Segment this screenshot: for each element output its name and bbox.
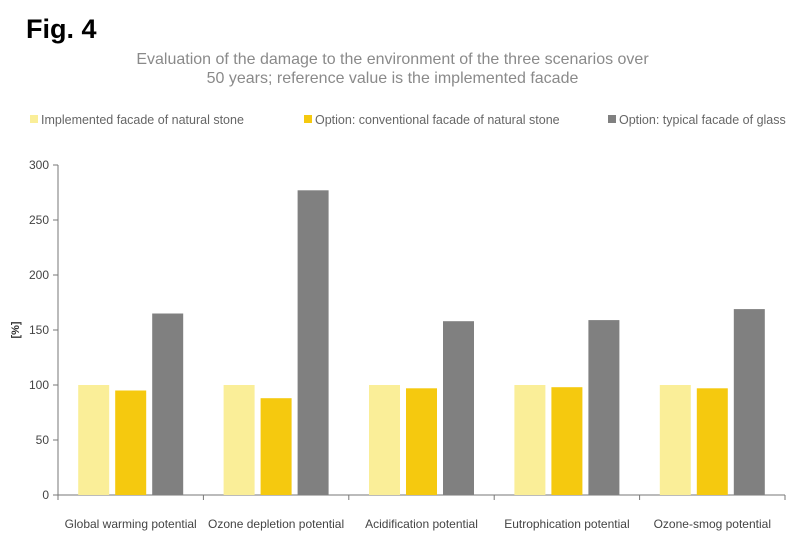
bar-3-3 bbox=[443, 321, 474, 495]
x-category-label: Ozone-smog potential bbox=[654, 517, 771, 531]
bar-3-5 bbox=[733, 309, 765, 495]
bar-2-5 bbox=[696, 388, 728, 495]
y-tick-label: 50 bbox=[36, 433, 50, 447]
bar-3-4 bbox=[588, 320, 620, 495]
y-tick-label: 0 bbox=[42, 488, 49, 502]
legend-swatch bbox=[304, 115, 312, 123]
x-category-label: Global warming potential bbox=[65, 517, 197, 531]
bar-1-3 bbox=[369, 385, 400, 495]
y-tick-label: 150 bbox=[29, 323, 49, 337]
y-tick-label: 300 bbox=[29, 158, 49, 172]
chart-title: Evaluation of the damage to the environm… bbox=[0, 50, 785, 88]
x-category-label: Eutrophication potential bbox=[504, 517, 629, 531]
legend-swatch bbox=[608, 115, 616, 123]
y-tick-label: 200 bbox=[29, 268, 49, 282]
bar-1-2 bbox=[223, 385, 255, 495]
legend-label: Option: conventional facade of natural s… bbox=[315, 113, 560, 127]
legend-label: Implemented facade of natural stone bbox=[41, 113, 244, 127]
chart-title-line-2: 50 years; reference value is the impleme… bbox=[206, 70, 579, 87]
x-category-label: Acidification potential bbox=[365, 517, 478, 531]
bar-1-5 bbox=[659, 385, 691, 495]
bar-3-2 bbox=[297, 190, 329, 496]
legend-label: Option: typical facade of glass bbox=[619, 113, 786, 127]
bar-3-1 bbox=[152, 313, 184, 495]
y-axis-title: [%] bbox=[10, 321, 22, 338]
bar-1-4 bbox=[514, 385, 546, 495]
bar-1-1 bbox=[78, 385, 110, 495]
figure-label: Fig. 4 bbox=[26, 14, 97, 44]
bar-2-4 bbox=[551, 387, 583, 495]
chart-title-line-1: Evaluation of the damage to the environm… bbox=[136, 51, 649, 68]
y-tick-label: 100 bbox=[29, 378, 49, 392]
bar-2-1 bbox=[115, 390, 147, 495]
bar-2-3 bbox=[406, 388, 437, 495]
y-tick-label: 250 bbox=[29, 213, 49, 227]
legend-swatch bbox=[30, 115, 38, 123]
x-category-label: Ozone depletion potential bbox=[208, 517, 344, 531]
bar-2-2 bbox=[260, 398, 292, 495]
